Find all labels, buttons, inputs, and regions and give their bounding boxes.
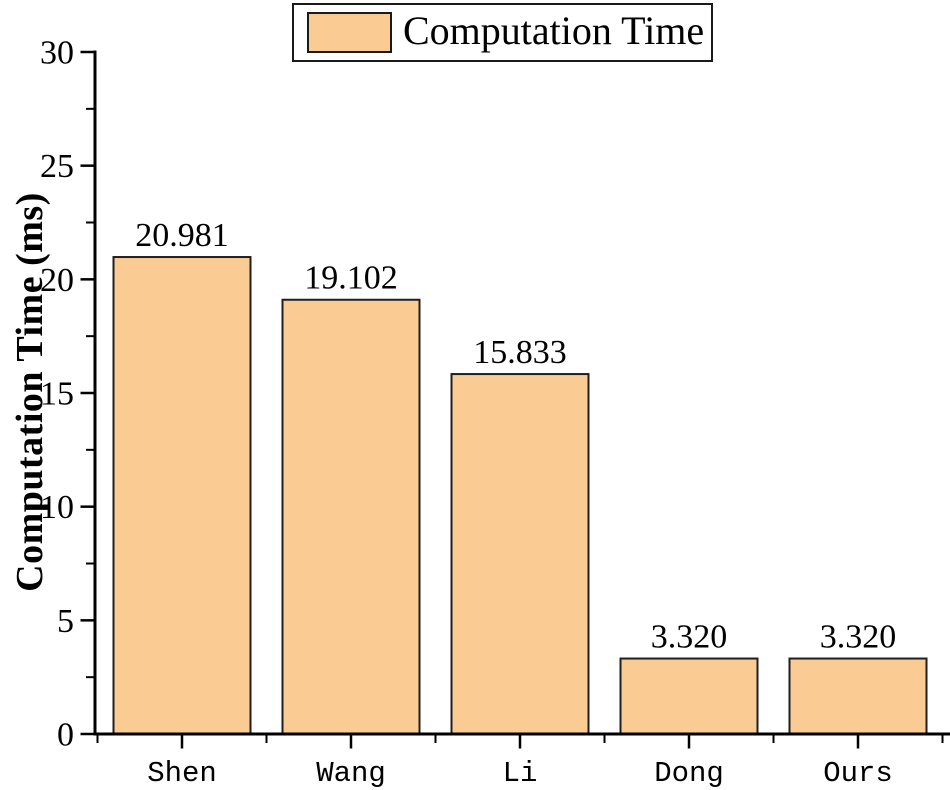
y-tick-label: 25 [40,148,74,185]
y-tick-label: 20 [40,262,74,299]
x-tick-label-wang: Wang [316,757,386,790]
y-tick-label: 0 [57,717,74,754]
bar-value-label-dong: 3.320 [651,619,728,656]
bar-ours [788,657,928,735]
bar-wang [281,298,421,735]
y-axis-title: Computation Time (ms) [9,192,51,592]
x-tick-label-ours: Ours [823,757,893,790]
legend-swatch [307,12,392,53]
y-tick-label: 30 [40,35,74,72]
y-tick-label: 5 [57,603,74,640]
legend-label: Computation Time [403,7,705,53]
y-tick-label: 15 [40,376,74,413]
bar-value-label-li: 15.833 [473,334,567,371]
bar-value-label-shen: 20.981 [135,217,229,254]
bar-value-label-ours: 3.320 [820,619,897,656]
x-tick-label-dong: Dong [654,757,724,790]
bar-dong [619,657,759,735]
x-tick-label-li: Li [503,757,538,790]
bar-li [450,373,590,735]
bar-value-label-wang: 19.102 [304,260,398,297]
bar-shen [112,256,252,735]
x-tick-label-shen: Shen [147,757,217,790]
y-tick-label: 10 [40,489,74,526]
legend: Computation Time [292,3,713,62]
